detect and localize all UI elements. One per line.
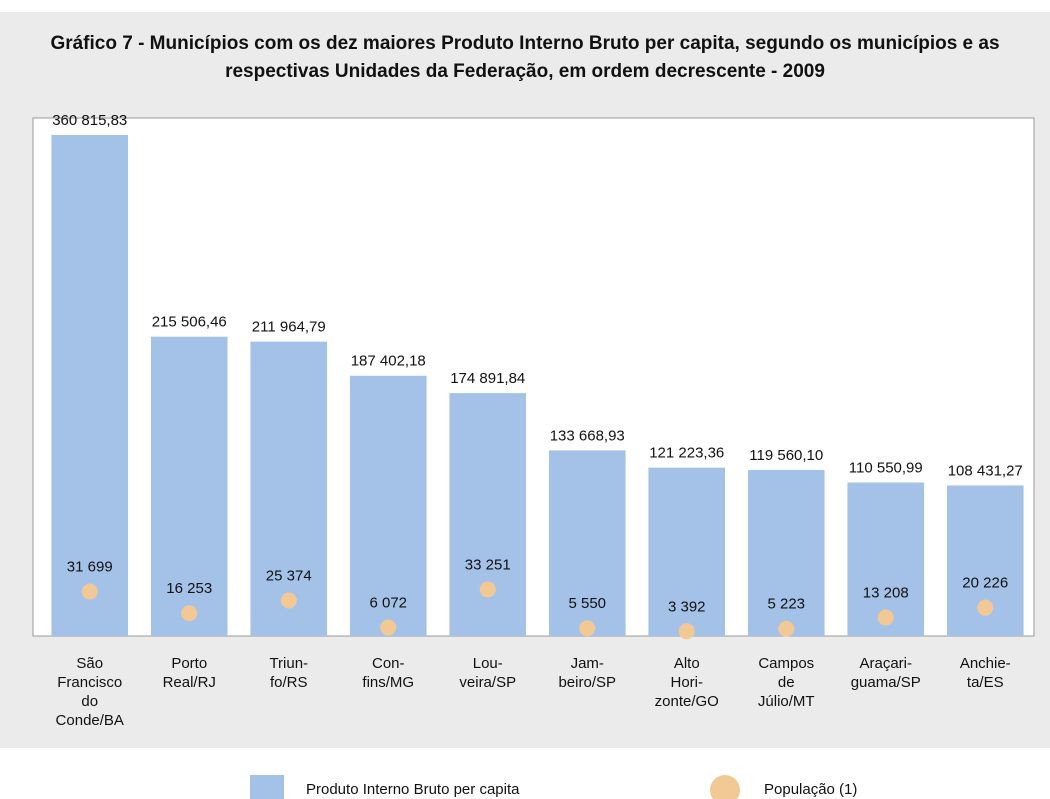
x-tick-label: Campos de Júlio/MT [758, 655, 815, 710]
population-dot [977, 599, 994, 616]
legend-swatch [250, 775, 284, 799]
dot-value-label: 13 208 [863, 585, 909, 602]
bar [747, 469, 825, 636]
bar-value-label: 360 815,83 [52, 112, 127, 129]
bar [548, 450, 626, 636]
bar-value-label: 215 506,46 [152, 314, 227, 331]
x-tick-label: Porto Real/RJ [163, 655, 216, 691]
bar-value-label: 110 550,99 [849, 459, 923, 476]
x-tick-label: Jam-beiro/SP [558, 655, 616, 691]
population-dot [579, 620, 596, 637]
bar [349, 375, 427, 636]
bar-value-label: 121 223,36 [649, 445, 724, 462]
bar-value-label: 174 891,84 [450, 370, 525, 387]
bar [250, 341, 328, 636]
x-tick-label: Triun-fo/RS [269, 655, 308, 691]
population-dot [678, 623, 695, 640]
bar-value-label: 211 964,79 [252, 319, 326, 336]
legend-label: Produto Interno Bruto per capita [306, 781, 520, 798]
bar-value-label: 119 560,10 [749, 447, 823, 464]
x-tick-label: São Francisco do Conde/BA [56, 655, 124, 729]
population-dot [380, 619, 397, 636]
x-tick-label: Con-fins/MG [362, 655, 414, 691]
bar [648, 467, 726, 636]
dot-value-label: 31 699 [67, 559, 113, 576]
dot-value-label: 5 550 [568, 595, 606, 612]
x-tick-label: Anchie-ta/ES [960, 655, 1011, 691]
dot-value-label: 25 374 [266, 567, 312, 584]
population-dot [778, 620, 795, 637]
dot-value-label: 5 223 [767, 596, 805, 613]
dot-value-label: 20 226 [962, 575, 1008, 592]
x-tick-label: Lou-veira/SP [459, 655, 516, 691]
bar [150, 336, 228, 636]
bar-value-label: 187 402,18 [351, 353, 426, 370]
x-tick-label: Alto Hori-zonte/GO [655, 655, 719, 710]
dot-value-label: 33 251 [465, 556, 511, 573]
population-dot [280, 592, 297, 609]
chart-title: Gráfico 7 - Municípios com os dez maiore… [50, 33, 1000, 82]
bar-value-label: 108 431,27 [948, 462, 1023, 479]
bar [51, 134, 129, 636]
legend-swatch [710, 775, 740, 799]
population-dot [877, 609, 894, 626]
bar-value-label: 133 668,93 [550, 427, 625, 444]
bar [449, 393, 527, 636]
dot-value-label: 16 253 [166, 580, 212, 597]
x-tick-label: Araçari-guama/SP [851, 655, 921, 691]
dot-value-label: 6 072 [369, 594, 407, 611]
population-dot [81, 583, 98, 600]
population-dot [479, 581, 496, 598]
population-dot [181, 605, 198, 622]
dot-value-label: 3 392 [668, 598, 706, 615]
legend-label: População (1) [764, 781, 857, 798]
